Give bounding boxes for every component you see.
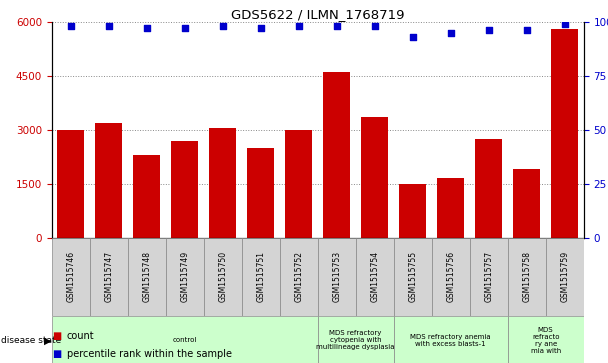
Text: GSM1515752: GSM1515752 (294, 251, 303, 302)
Bar (241, 238, 280, 316)
Text: ■: ■ (52, 349, 61, 359)
Title: GDS5622 / ILMN_1768719: GDS5622 / ILMN_1768719 (231, 8, 404, 21)
Bar (469, 238, 508, 316)
Bar (209, 128, 236, 238)
Text: GSM1515748: GSM1515748 (142, 251, 151, 302)
Text: GSM1515750: GSM1515750 (218, 251, 227, 302)
Bar (280, 238, 317, 316)
Bar (171, 140, 198, 238)
Bar (394, 316, 508, 363)
Bar (317, 316, 394, 363)
Text: GSM1515758: GSM1515758 (522, 251, 531, 302)
Text: ■: ■ (52, 331, 61, 341)
Point (104, 23, 114, 29)
Text: GSM1515747: GSM1515747 (104, 251, 113, 302)
Bar (361, 117, 388, 238)
Point (142, 25, 151, 31)
Point (218, 23, 227, 29)
Text: GSM1515756: GSM1515756 (446, 251, 455, 302)
Text: GSM1515751: GSM1515751 (256, 251, 265, 302)
Point (256, 25, 266, 31)
Text: ▶: ▶ (44, 335, 51, 345)
Bar (513, 170, 540, 238)
Bar (285, 130, 312, 238)
Point (408, 34, 418, 40)
Text: GSM1515753: GSM1515753 (332, 251, 341, 302)
Bar (128, 238, 165, 316)
Bar (394, 238, 432, 316)
Text: control: control (173, 337, 197, 343)
Point (370, 23, 379, 29)
Bar (204, 238, 241, 316)
Bar (52, 316, 317, 363)
Point (332, 23, 342, 29)
Text: count: count (67, 331, 94, 341)
Bar (52, 238, 90, 316)
Bar (475, 139, 502, 238)
Point (294, 23, 303, 29)
Bar (356, 238, 394, 316)
Text: GSM1515755: GSM1515755 (408, 251, 417, 302)
Point (66, 23, 75, 29)
Bar (399, 184, 426, 238)
Text: MDS refractory anemia
with excess blasts-1: MDS refractory anemia with excess blasts… (410, 334, 491, 347)
Bar (90, 238, 128, 316)
Bar (247, 148, 274, 238)
Text: MDS
refracto
ry ane
mia with: MDS refracto ry ane mia with (531, 327, 561, 354)
Point (484, 28, 494, 33)
Bar (551, 29, 578, 238)
Bar (165, 238, 204, 316)
Bar (317, 238, 356, 316)
Bar (133, 155, 160, 238)
Bar (508, 238, 546, 316)
Text: percentile rank within the sample: percentile rank within the sample (67, 349, 232, 359)
Text: GSM1515754: GSM1515754 (370, 251, 379, 302)
Point (560, 21, 570, 27)
Text: GSM1515749: GSM1515749 (180, 251, 189, 302)
Bar (57, 130, 84, 238)
Text: GSM1515759: GSM1515759 (560, 251, 569, 302)
Text: GSM1515757: GSM1515757 (484, 251, 493, 302)
Point (180, 25, 190, 31)
Text: disease state: disease state (1, 336, 61, 345)
Bar (508, 316, 584, 363)
Text: GSM1515746: GSM1515746 (66, 251, 75, 302)
Point (522, 28, 531, 33)
Bar (432, 238, 469, 316)
Text: MDS refractory
cytopenia with
multilineage dysplasia: MDS refractory cytopenia with multilinea… (316, 330, 395, 350)
Bar (95, 123, 122, 238)
Bar (437, 178, 464, 238)
Bar (546, 238, 584, 316)
Bar (323, 72, 350, 238)
Point (446, 30, 455, 36)
